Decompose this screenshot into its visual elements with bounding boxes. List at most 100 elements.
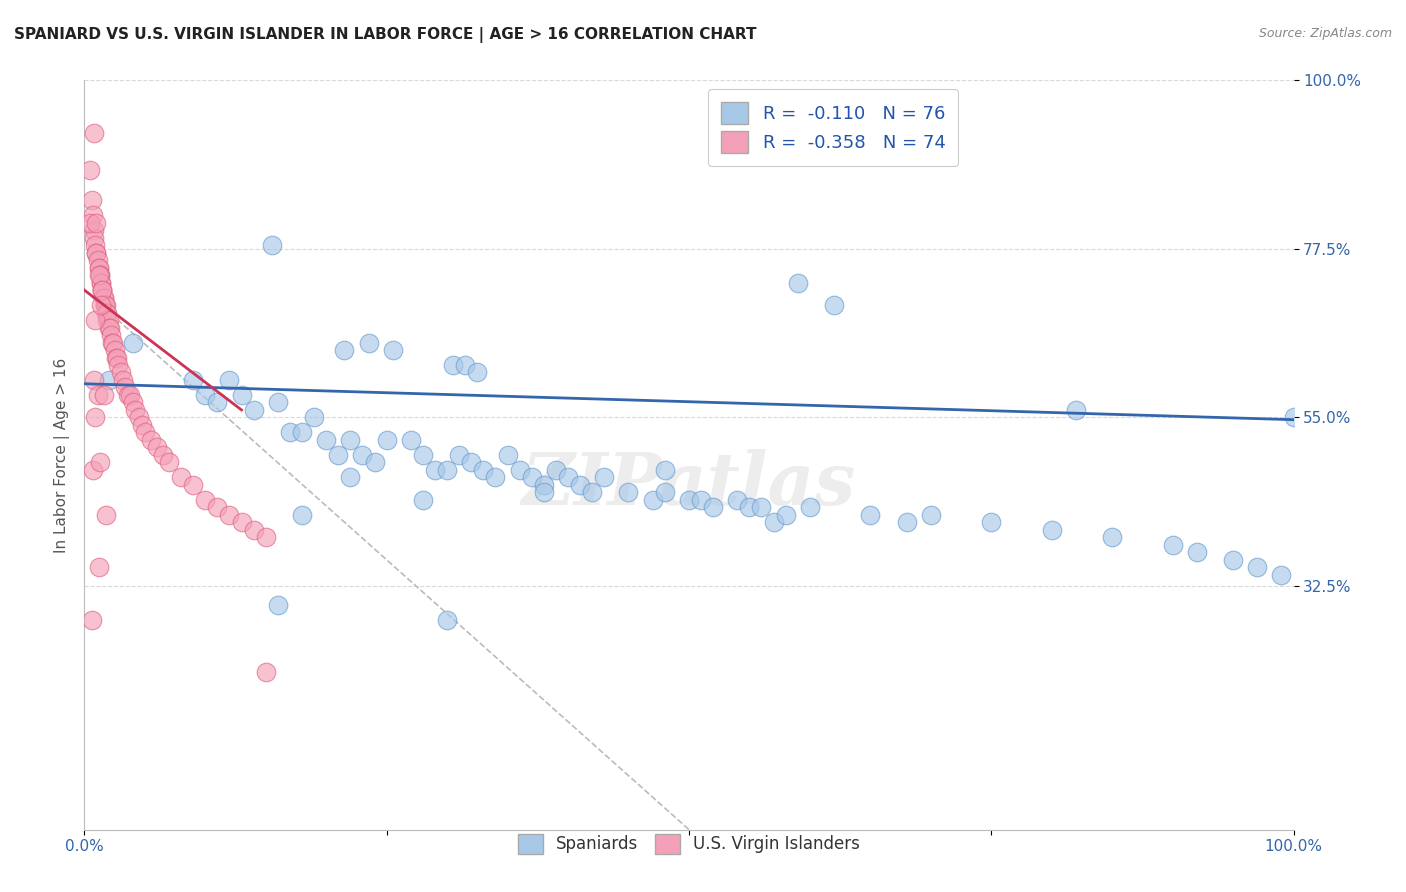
Point bbox=[278, 425, 301, 440]
Point bbox=[593, 470, 616, 484]
Point bbox=[83, 230, 105, 244]
Point bbox=[267, 598, 290, 612]
Point bbox=[157, 455, 180, 469]
Point bbox=[86, 245, 108, 260]
Point bbox=[449, 448, 471, 462]
Point bbox=[1282, 410, 1305, 425]
Point bbox=[254, 665, 277, 680]
Point bbox=[82, 208, 104, 222]
Point bbox=[412, 448, 434, 462]
Point bbox=[86, 388, 108, 402]
Point bbox=[509, 463, 531, 477]
Point bbox=[83, 223, 105, 237]
Point bbox=[121, 395, 143, 409]
Point bbox=[896, 516, 918, 530]
Point bbox=[242, 403, 264, 417]
Point bbox=[207, 395, 229, 409]
Point bbox=[83, 373, 105, 387]
Point bbox=[91, 283, 114, 297]
Point bbox=[91, 283, 114, 297]
Point bbox=[460, 455, 482, 469]
Point bbox=[100, 328, 122, 343]
Point bbox=[399, 433, 422, 447]
Point bbox=[544, 463, 567, 477]
Point bbox=[823, 298, 845, 312]
Point bbox=[91, 283, 114, 297]
Point bbox=[98, 320, 121, 334]
Point bbox=[218, 508, 240, 522]
Point bbox=[762, 516, 785, 530]
Point bbox=[436, 463, 458, 477]
Point bbox=[79, 216, 101, 230]
Point bbox=[569, 478, 592, 492]
Point bbox=[87, 560, 110, 574]
Point bbox=[436, 613, 458, 627]
Point bbox=[97, 313, 120, 327]
Point bbox=[82, 463, 104, 477]
Point bbox=[96, 313, 118, 327]
Point bbox=[97, 320, 120, 334]
Point bbox=[231, 516, 253, 530]
Point bbox=[110, 366, 132, 380]
Point bbox=[333, 343, 356, 357]
Point bbox=[94, 298, 117, 312]
Point bbox=[152, 448, 174, 462]
Point bbox=[242, 523, 264, 537]
Point bbox=[93, 291, 115, 305]
Point bbox=[86, 245, 108, 260]
Point bbox=[139, 433, 162, 447]
Point bbox=[339, 470, 361, 484]
Point bbox=[120, 388, 142, 402]
Point bbox=[454, 358, 477, 372]
Point bbox=[90, 276, 112, 290]
Point bbox=[170, 470, 193, 484]
Point bbox=[104, 351, 127, 365]
Point bbox=[352, 448, 374, 462]
Point bbox=[94, 298, 117, 312]
Point bbox=[260, 238, 283, 252]
Point bbox=[114, 380, 136, 394]
Point bbox=[131, 417, 153, 432]
Point bbox=[84, 313, 107, 327]
Text: Source: ZipAtlas.com: Source: ZipAtlas.com bbox=[1258, 27, 1392, 40]
Point bbox=[87, 260, 110, 275]
Point bbox=[533, 478, 555, 492]
Point bbox=[134, 425, 156, 440]
Point bbox=[412, 492, 434, 507]
Point bbox=[738, 500, 761, 515]
Point bbox=[375, 433, 398, 447]
Point bbox=[581, 485, 603, 500]
Point bbox=[980, 516, 1002, 530]
Point bbox=[1185, 545, 1208, 559]
Point bbox=[90, 276, 112, 290]
Point bbox=[117, 388, 139, 402]
Point bbox=[496, 448, 519, 462]
Point bbox=[654, 463, 676, 477]
Point bbox=[90, 298, 112, 312]
Point bbox=[520, 470, 543, 484]
Point bbox=[1222, 553, 1244, 567]
Point bbox=[207, 500, 229, 515]
Point bbox=[339, 433, 361, 447]
Point bbox=[1270, 567, 1292, 582]
Point bbox=[94, 508, 117, 522]
Point bbox=[725, 492, 748, 507]
Point bbox=[112, 373, 135, 387]
Point bbox=[93, 388, 115, 402]
Point bbox=[315, 433, 337, 447]
Point bbox=[702, 500, 724, 515]
Point bbox=[751, 500, 773, 515]
Point bbox=[302, 410, 325, 425]
Point bbox=[83, 126, 105, 140]
Point bbox=[641, 492, 664, 507]
Point bbox=[80, 193, 103, 207]
Point bbox=[96, 305, 118, 319]
Point bbox=[1101, 530, 1123, 544]
Point bbox=[617, 485, 640, 500]
Point bbox=[441, 358, 464, 372]
Point bbox=[467, 366, 489, 380]
Point bbox=[89, 268, 111, 282]
Point bbox=[1161, 538, 1184, 552]
Point bbox=[254, 530, 277, 544]
Point bbox=[786, 276, 808, 290]
